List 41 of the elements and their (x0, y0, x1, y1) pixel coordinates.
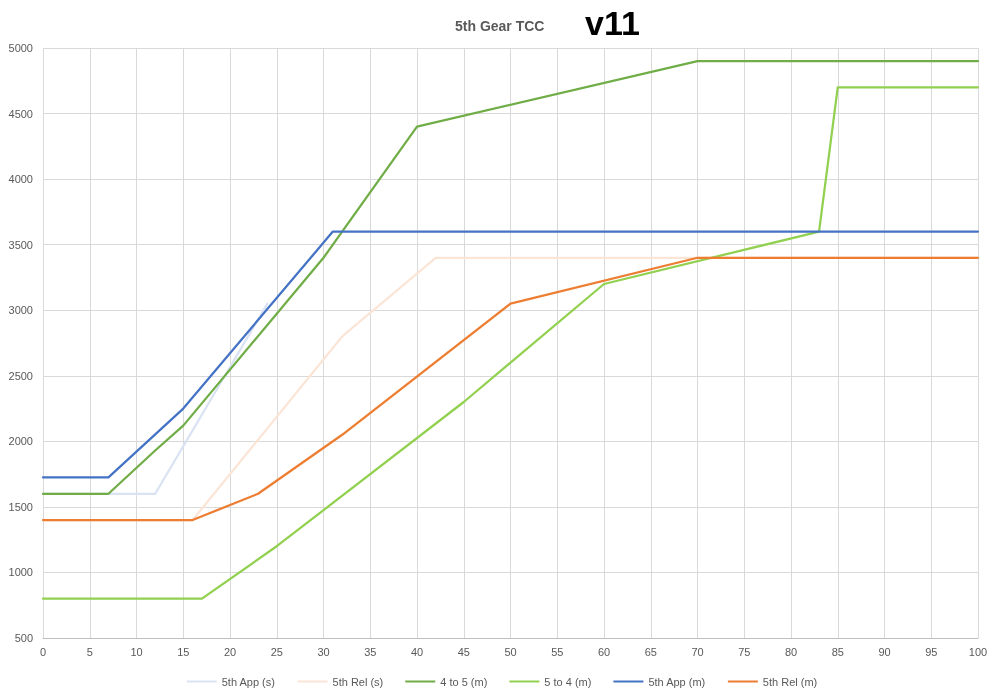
x-tick-label: 0 (39, 645, 47, 658)
legend-label: 5th Rel (s) (332, 675, 384, 688)
chart-title: 5th Gear TCC (455, 18, 545, 34)
legend-label: 5th App (s) (221, 675, 275, 688)
y-tick-label: 4000 (8, 173, 33, 186)
x-tick-label: 55 (551, 645, 564, 658)
x-tick-label: 100 (968, 645, 988, 658)
x-tick-label: 95 (925, 645, 938, 658)
x-tick-label: 35 (364, 645, 377, 658)
text: v11 (585, 4, 640, 42)
x-tick-label: 90 (878, 645, 891, 658)
x-tick-label: 25 (270, 645, 283, 658)
legend-label: 5 to 4 (m) (544, 675, 592, 688)
legend-label: 5th App (m) (648, 675, 706, 688)
x-tick-label: 60 (597, 645, 611, 658)
legend-label: 5th Rel (m) (762, 675, 818, 688)
y-tick-label: 5000 (8, 42, 33, 54)
x-tick-label: 80 (784, 645, 798, 658)
y-tick-label: 3500 (8, 238, 33, 251)
y-tick-label: 1500 (8, 500, 33, 513)
y-tick-label: 1000 (8, 566, 33, 579)
x-tick-label: 75 (738, 645, 751, 658)
x-tick-label: 65 (644, 645, 657, 658)
line-series (41, 59, 980, 495)
x-tick-label: 50 (504, 645, 517, 658)
x-tick-label: 20 (223, 645, 237, 658)
x-tick-label: 30 (317, 645, 330, 658)
x-tick-label: 40 (410, 645, 424, 658)
x-tick-label: 10 (130, 645, 143, 658)
y-tick-label: 2500 (8, 369, 33, 382)
y-tick-label: 3000 (8, 304, 33, 317)
x-tick-label: 5 (86, 645, 93, 658)
line-series (41, 86, 980, 600)
x-tick-label: 15 (177, 645, 190, 658)
x-tick-label: 85 (831, 645, 844, 658)
y-tick-label: 2000 (8, 435, 33, 448)
y-tick-label: 500 (14, 632, 33, 644)
y-tick-label: 4500 (8, 107, 33, 120)
x-tick-label: 70 (691, 645, 704, 658)
x-tick-label: 45 (457, 645, 470, 658)
legend-label: 4 to 5 (m) (440, 675, 488, 688)
